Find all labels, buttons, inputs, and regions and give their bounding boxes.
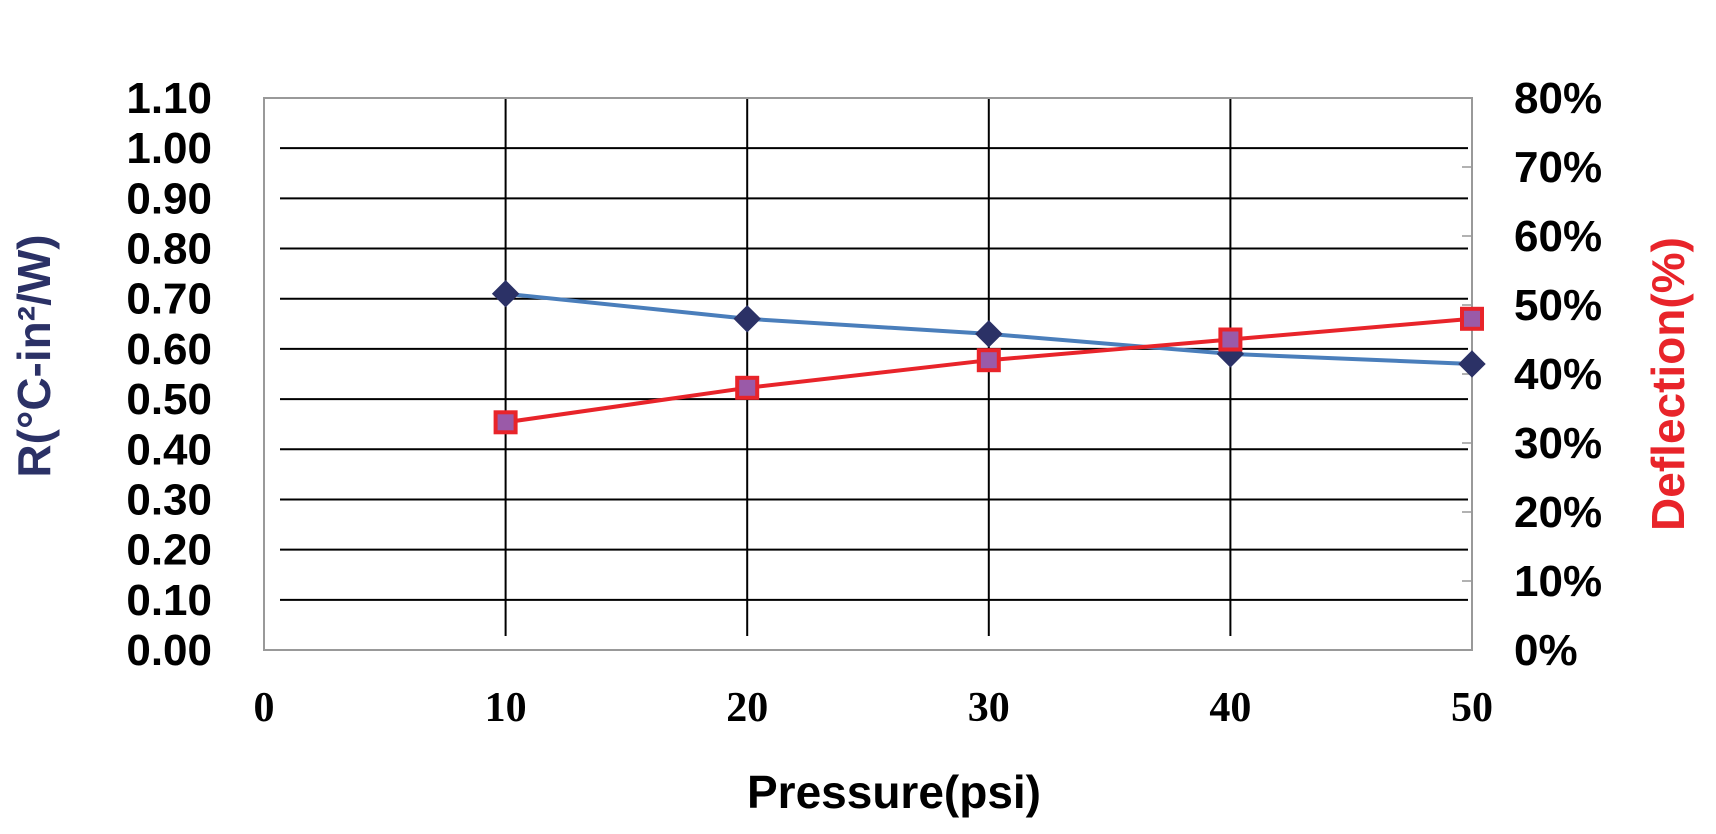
diamond-marker — [733, 305, 761, 333]
left-tick-label: 0.40 — [126, 425, 212, 474]
right-tick-label: 50% — [1514, 281, 1602, 330]
left-tick-label: 0.30 — [126, 475, 212, 524]
right-tick-label: 10% — [1514, 557, 1602, 606]
right-tick-label: 60% — [1514, 212, 1602, 261]
diamond-marker — [491, 280, 520, 308]
diamond-marker — [1458, 350, 1486, 378]
x-tick-label: 50 — [1451, 685, 1493, 731]
series-1 — [491, 280, 1486, 378]
left-tick-label: 0.20 — [126, 526, 212, 575]
x-tick-label: 40 — [1209, 685, 1251, 731]
left-tick-label: 0.50 — [126, 375, 212, 424]
x-axis-ticks: 0 10 20 30 40 50 — [254, 685, 1494, 731]
left-tick-label: 0.60 — [126, 325, 212, 374]
right-tick-label: 40% — [1514, 350, 1602, 399]
left-tick-label: 0.90 — [126, 174, 212, 223]
x-tick-label: 0 — [254, 685, 275, 731]
right-axis-ticks: 0% 10% 20% 30% 40% 50% 60% 70% 80% — [1514, 74, 1602, 675]
right-tick-label: 0% — [1514, 626, 1578, 675]
x-tick-label: 20 — [726, 685, 768, 731]
left-tick-label: 0.10 — [126, 576, 212, 625]
right-axis-title: Deflection(%) — [1642, 237, 1694, 531]
series — [491, 280, 1486, 435]
left-axis-title: R(°C-in²/W) — [8, 234, 60, 477]
right-tick-label: 70% — [1514, 143, 1602, 192]
square-marker — [493, 410, 518, 435]
left-tick-label: 0.80 — [126, 225, 212, 274]
left-tick-label: 0.00 — [126, 626, 212, 675]
x-tick-label: 30 — [968, 685, 1010, 731]
x-axis-title: Pressure(psi) — [747, 766, 1041, 818]
left-tick-label: 0.70 — [126, 275, 212, 324]
right-tick-label: 20% — [1514, 488, 1602, 537]
left-tick-label: 1.00 — [126, 124, 212, 173]
square-marker — [976, 348, 1001, 373]
square-marker — [735, 375, 760, 400]
right-tick-label: 30% — [1514, 419, 1602, 468]
x-tick-label: 10 — [485, 685, 527, 731]
left-tick-label: 1.10 — [126, 74, 212, 123]
left-axis-ticks: 0.000.100.200.300.400.500.600.700.800.90… — [126, 74, 212, 675]
square-marker — [1218, 327, 1243, 352]
series-2 — [493, 306, 1484, 435]
square-marker — [1460, 306, 1484, 331]
diamond-marker — [975, 320, 1003, 348]
right-tick-label: 80% — [1514, 74, 1602, 123]
